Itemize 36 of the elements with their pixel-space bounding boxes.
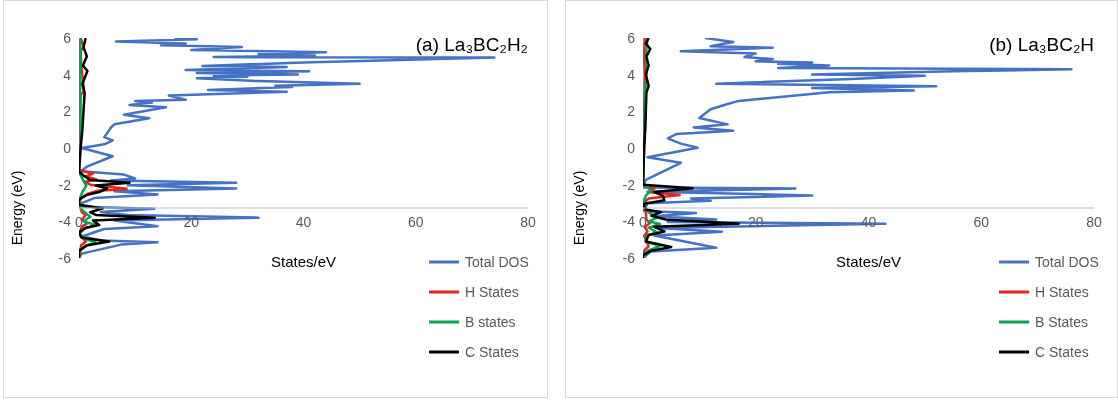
- x-tick-label: 0: [639, 214, 648, 230]
- y-axis-title: Energy (eV): [571, 170, 587, 246]
- x-tick-label: 0: [75, 214, 84, 230]
- x-tick-label: 40: [295, 214, 312, 230]
- y-tick-label: 6: [627, 29, 636, 46]
- legend-label: H States: [1035, 284, 1089, 300]
- chart-title: (b) La₃BC₂H: [989, 34, 1094, 55]
- x-tick-label: 80: [1086, 214, 1102, 230]
- y-tick-label: 4: [63, 66, 72, 83]
- y-tick-label: -2: [58, 176, 72, 193]
- y-tick-label: 2: [627, 103, 636, 120]
- y-tick-label: 0: [627, 139, 636, 156]
- x-tick-label: 60: [407, 214, 424, 230]
- x-tick-label: 20: [747, 214, 764, 230]
- y-tick-label: 6: [63, 29, 72, 46]
- legend-label: B states: [465, 314, 516, 330]
- y-tick-label: -4: [58, 213, 72, 230]
- legend-label: C States: [1035, 344, 1089, 360]
- x-tick-label: 80: [520, 214, 536, 230]
- legend-label: Total DOS: [1035, 254, 1099, 270]
- y-tick-label: -4: [622, 213, 636, 230]
- y-tick-label: -2: [622, 176, 636, 193]
- legend-label: C States: [465, 344, 519, 360]
- y-tick-label: 4: [627, 66, 636, 83]
- y-tick-label: -6: [58, 249, 72, 266]
- x-axis-title: States/eV: [835, 253, 902, 270]
- x-axis-title: States/eV: [270, 253, 337, 270]
- y-tick-label: 2: [63, 103, 72, 120]
- y-tick-label: -6: [622, 249, 636, 266]
- x-tick-label: 60: [973, 214, 990, 230]
- legend-label: H States: [465, 284, 519, 300]
- y-tick-label: 0: [63, 139, 72, 156]
- legend-label: Total DOS: [465, 254, 529, 270]
- y-axis-title: Energy (eV): [9, 170, 25, 246]
- legend-label: B States: [1035, 314, 1088, 330]
- chart-title: (a) La₃BC₂H₂: [415, 34, 528, 55]
